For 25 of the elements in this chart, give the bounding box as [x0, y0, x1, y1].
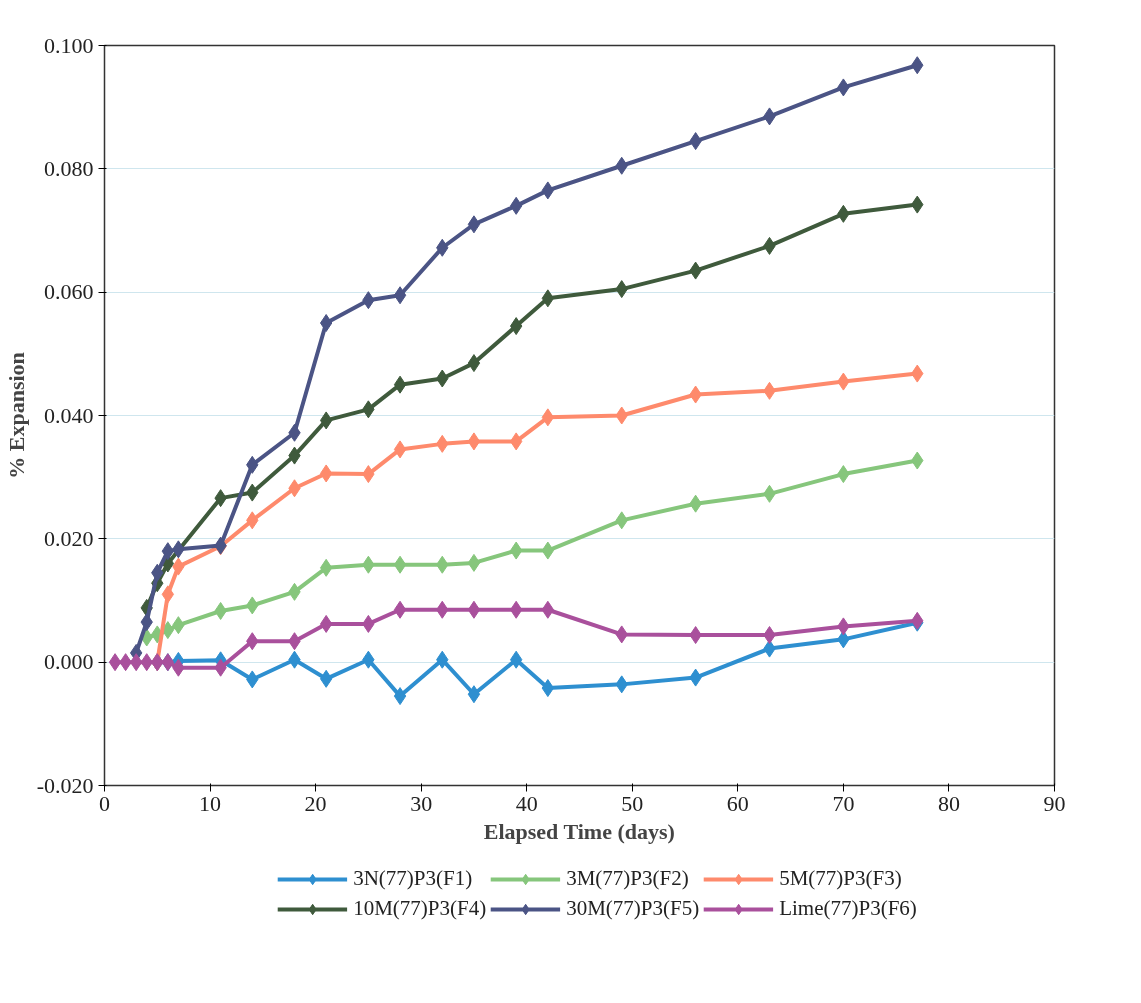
y-axis-title: % Expansion: [3, 352, 29, 479]
y-tick-label: 0.040: [44, 402, 94, 428]
x-tick-label: 10: [199, 790, 222, 816]
y-tick-label: 0.100: [44, 32, 94, 58]
x-axis-title: Elapsed Time (days): [483, 818, 675, 844]
x-tick-label: 60: [726, 790, 749, 816]
x-tick-label: 0: [99, 790, 110, 816]
legend-label: 3N(77)P3(F1): [353, 865, 473, 892]
x-tick-label: 50: [621, 790, 644, 816]
y-tick-label: 0.060: [44, 279, 94, 305]
x-tick-label: 80: [937, 790, 960, 816]
x-tick-label: 40: [515, 790, 538, 816]
x-tick-label: 20: [304, 790, 327, 816]
legend-label: 10M(77)P3(F4): [353, 895, 487, 922]
y-tick-label: -0.020: [36, 772, 94, 798]
y-tick-label: 0.080: [44, 155, 94, 181]
x-tick-label: 90: [1043, 790, 1066, 816]
x-tick-label: 30: [410, 790, 433, 816]
y-tick-label: 0.000: [44, 649, 94, 675]
y-tick-label: 0.020: [44, 525, 94, 551]
legend-label: 30M(77)P3(F5): [566, 895, 700, 922]
legend-label: Lime(77)P3(F6): [779, 895, 917, 922]
legend-label: 5M(77)P3(F3): [779, 865, 902, 892]
legend-label: 3M(77)P3(F2): [566, 865, 689, 892]
x-tick-label: 70: [832, 790, 855, 816]
